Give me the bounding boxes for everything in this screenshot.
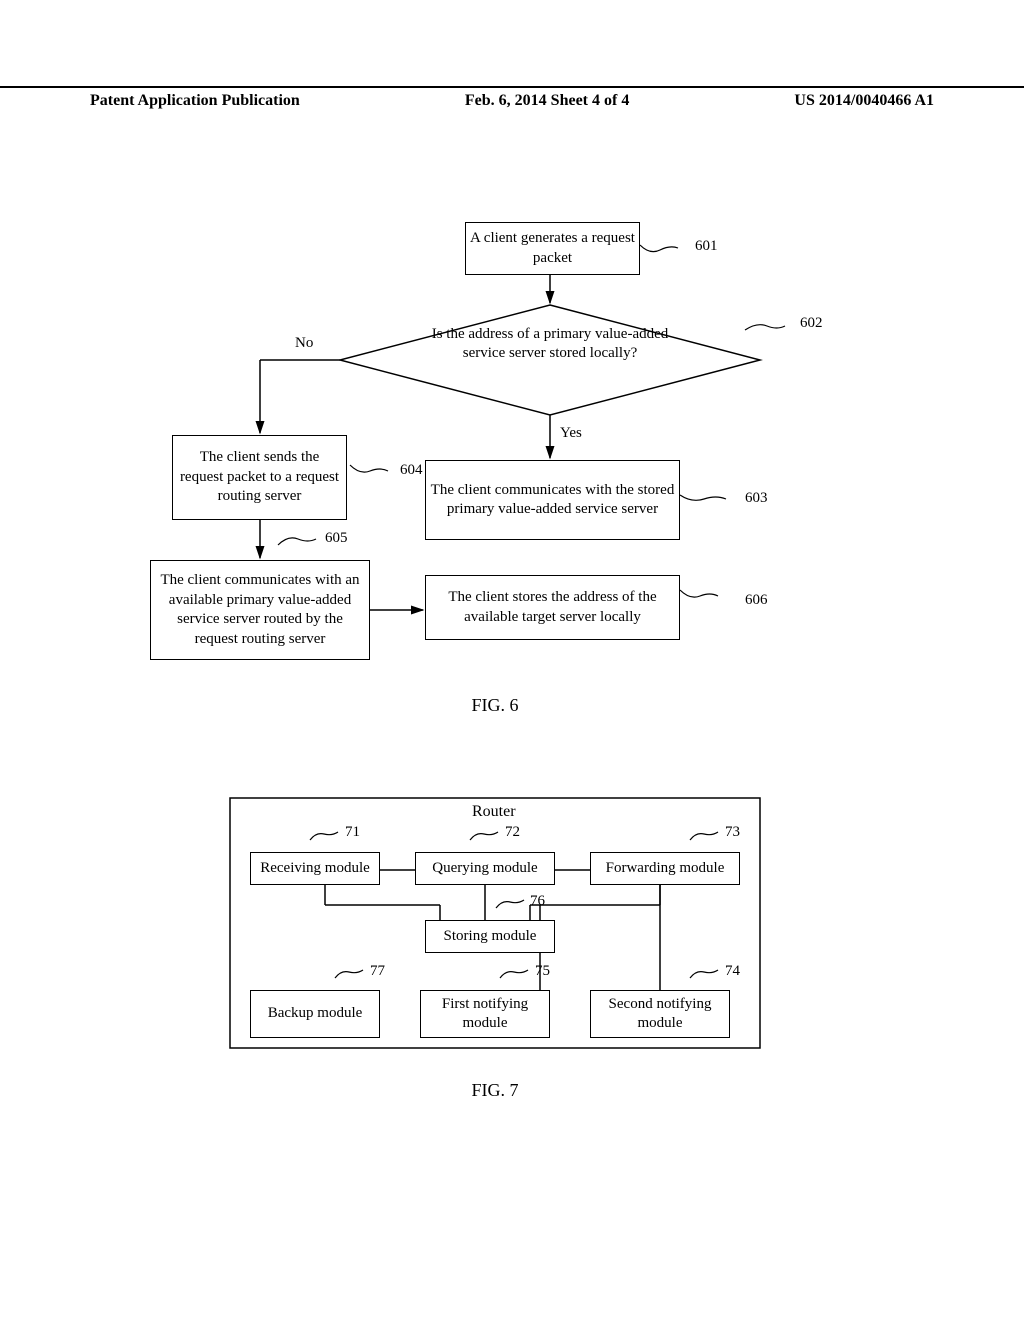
box-77: Backup module [250,990,380,1038]
box-72-text: Querying module [432,859,537,879]
box-603-text: The client communicates with the stored … [430,481,675,520]
box-77-text: Backup module [268,1004,363,1024]
ref-604: 604 [400,462,423,479]
box-73-text: Forwarding module [606,859,725,879]
box-604-text: The client sends the request packet to a… [177,448,342,507]
ref-602: 602 [800,315,823,332]
box-76: Storing module [425,920,555,953]
fig7-caption: FIG. 7 [445,1080,545,1101]
box-72: Querying module [415,852,555,885]
fig7-title: Router [472,803,516,821]
box-601-text: A client generates a request packet [470,229,635,268]
box-606: The client stores the address of the ava… [425,575,680,640]
label-yes: Yes [560,425,582,442]
diamond-602-text: Is the address of a primary value-added … [430,325,670,363]
ref-71: 71 [345,824,360,841]
box-73: Forwarding module [590,852,740,885]
label-no: No [295,335,313,352]
box-605-text: The client communicates with an availabl… [155,571,365,649]
box-71-text: Receiving module [260,859,370,879]
box-601: A client generates a request packet [465,222,640,275]
box-74-text: Second notifying module [595,995,725,1034]
ref-72: 72 [505,824,520,841]
ref-603: 603 [745,490,768,507]
ref-73: 73 [725,824,740,841]
fig6-caption: FIG. 6 [445,695,545,716]
ref-75: 75 [535,963,550,980]
box-76-text: Storing module [444,927,537,947]
ref-74: 74 [725,963,740,980]
ref-606: 606 [745,592,768,609]
box-75-text: First notifying module [425,995,545,1034]
ref-601: 601 [695,238,718,255]
ref-77: 77 [370,963,385,980]
box-71: Receiving module [250,852,380,885]
box-74: Second notifying module [590,990,730,1038]
box-605: The client communicates with an availabl… [150,560,370,660]
ref-76: 76 [530,893,545,910]
diagram-svg [0,0,1024,1320]
box-603: The client communicates with the stored … [425,460,680,540]
ref-605: 605 [325,530,348,547]
box-606-text: The client stores the address of the ava… [430,588,675,627]
page: Patent Application Publication Feb. 6, 2… [0,0,1024,1320]
box-75: First notifying module [420,990,550,1038]
box-604: The client sends the request packet to a… [172,435,347,520]
